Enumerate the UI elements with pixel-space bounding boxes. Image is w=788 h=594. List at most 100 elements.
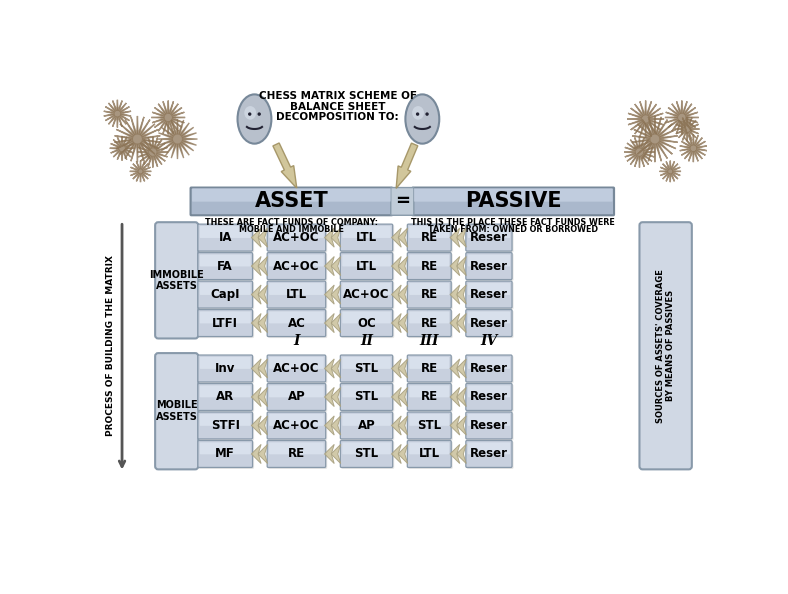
Ellipse shape [248,112,251,116]
FancyBboxPatch shape [269,255,324,267]
FancyBboxPatch shape [340,224,392,251]
FancyBboxPatch shape [408,225,453,252]
Polygon shape [258,257,268,276]
Polygon shape [398,387,407,406]
Polygon shape [325,257,334,276]
Polygon shape [392,228,401,247]
FancyBboxPatch shape [466,355,512,382]
FancyBboxPatch shape [200,414,251,426]
FancyBboxPatch shape [340,441,392,467]
Polygon shape [130,160,151,182]
FancyBboxPatch shape [268,282,327,309]
Ellipse shape [258,112,261,116]
Polygon shape [251,359,261,378]
Polygon shape [398,359,407,378]
Text: RE: RE [421,231,438,244]
Polygon shape [251,228,261,247]
Polygon shape [325,359,334,378]
Polygon shape [114,116,160,162]
Text: AC+OC: AC+OC [273,419,320,432]
Text: =: = [395,192,410,210]
FancyBboxPatch shape [269,311,324,323]
Polygon shape [398,257,407,276]
FancyBboxPatch shape [466,413,514,441]
Polygon shape [398,314,407,333]
Text: FA: FA [217,260,233,273]
Text: AC+OC: AC+OC [273,260,320,273]
FancyBboxPatch shape [341,254,394,281]
FancyBboxPatch shape [198,355,252,382]
FancyBboxPatch shape [468,226,510,238]
FancyBboxPatch shape [267,412,325,439]
Text: RE: RE [421,260,438,273]
FancyBboxPatch shape [200,311,251,323]
FancyBboxPatch shape [267,281,325,308]
Text: STL: STL [417,419,441,432]
Text: AC+OC: AC+OC [273,231,320,244]
Text: MOBILE AND IMMOBILE: MOBILE AND IMMOBILE [239,225,344,234]
Polygon shape [258,444,268,463]
Polygon shape [325,416,334,435]
Polygon shape [665,100,699,134]
Text: THIS IS THE PLACE THESE FACT FUNDS WERE: THIS IS THE PLACE THESE FACT FUNDS WERE [411,217,615,226]
Polygon shape [331,444,340,463]
FancyBboxPatch shape [409,386,449,397]
FancyBboxPatch shape [268,384,327,412]
FancyBboxPatch shape [391,188,414,215]
Polygon shape [325,285,334,304]
FancyBboxPatch shape [468,357,510,369]
FancyBboxPatch shape [267,441,325,467]
FancyBboxPatch shape [199,384,254,412]
Polygon shape [104,100,131,128]
Ellipse shape [244,106,256,119]
FancyBboxPatch shape [342,414,391,426]
Text: AC+OC: AC+OC [344,288,390,301]
Text: RE: RE [288,447,305,460]
FancyBboxPatch shape [199,254,254,281]
Polygon shape [627,100,664,137]
FancyBboxPatch shape [466,384,512,410]
FancyBboxPatch shape [466,356,514,384]
FancyBboxPatch shape [198,384,252,410]
FancyBboxPatch shape [155,222,199,339]
FancyBboxPatch shape [407,252,452,280]
Text: AR: AR [216,390,234,403]
FancyBboxPatch shape [199,310,254,338]
Text: AC+OC: AC+OC [273,362,320,375]
Polygon shape [137,137,168,168]
FancyBboxPatch shape [269,226,324,238]
Polygon shape [258,387,268,406]
FancyBboxPatch shape [341,441,394,469]
FancyBboxPatch shape [409,226,449,238]
FancyBboxPatch shape [408,254,453,281]
Polygon shape [331,257,340,276]
Polygon shape [398,285,407,304]
Polygon shape [456,285,466,304]
Polygon shape [456,416,466,435]
FancyBboxPatch shape [199,282,254,309]
Text: THESE ARE FACT FUNDS OF COMPANY:: THESE ARE FACT FUNDS OF COMPANY: [205,217,378,226]
FancyBboxPatch shape [340,281,392,308]
FancyBboxPatch shape [466,282,514,309]
FancyBboxPatch shape [409,283,449,295]
FancyBboxPatch shape [466,441,512,467]
FancyBboxPatch shape [466,309,512,337]
FancyBboxPatch shape [267,224,325,251]
FancyBboxPatch shape [466,252,512,280]
FancyBboxPatch shape [342,283,391,295]
FancyBboxPatch shape [466,384,514,412]
FancyBboxPatch shape [407,384,452,410]
FancyBboxPatch shape [198,252,252,280]
FancyBboxPatch shape [468,414,510,426]
Polygon shape [258,314,268,333]
Text: I: I [293,334,299,347]
Polygon shape [450,257,459,276]
FancyBboxPatch shape [198,441,252,467]
Polygon shape [273,143,297,188]
FancyBboxPatch shape [468,443,510,454]
FancyBboxPatch shape [409,443,449,454]
FancyBboxPatch shape [412,188,614,215]
Ellipse shape [412,106,424,119]
FancyBboxPatch shape [269,283,324,295]
Text: LTL: LTL [286,288,307,301]
